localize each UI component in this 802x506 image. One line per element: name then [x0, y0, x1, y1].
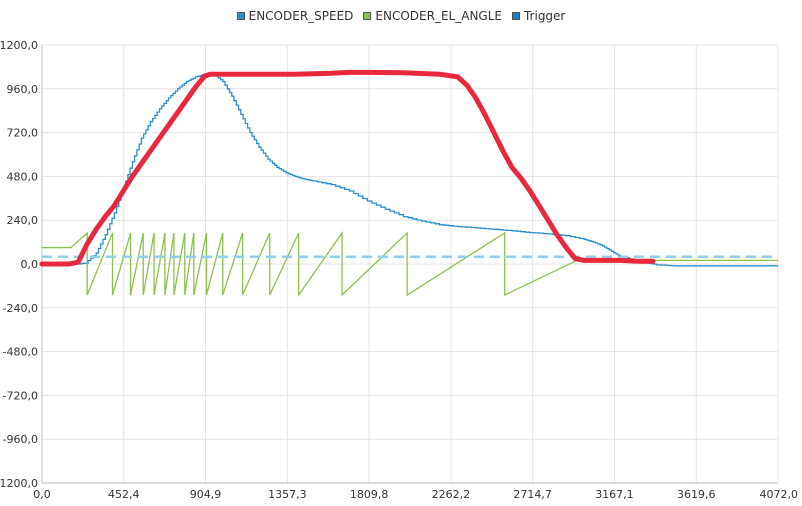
x-tick-label: 904,9	[190, 488, 222, 501]
red-annotation-stroke	[39, 69, 656, 267]
series-line-encoder-el-angle	[42, 230, 778, 298]
x-tick-label: 0,0	[33, 488, 51, 501]
grid	[41, 44, 779, 484]
legend-item[interactable]: ENCODER_EL_ANGLE	[363, 9, 502, 23]
x-tick-label: 4072,0	[760, 488, 799, 501]
legend-label: ENCODER_SPEED	[248, 9, 354, 23]
x-tick-label: 2714,7	[513, 488, 552, 501]
y-tick-label: 1200,0	[0, 39, 38, 52]
y-tick-label: 480,0	[7, 170, 39, 183]
y-tick-label: 720,0	[7, 127, 39, 140]
x-tick-label: 1357,3	[268, 488, 307, 501]
x-tick-label: 452,4	[108, 488, 140, 501]
x-tick-label: 3619,6	[677, 488, 716, 501]
axes: 1200,0 960,0 720,0 480,0 240,0 0,0 -240,0 -480,…	[0, 39, 798, 501]
legend-item[interactable]: ENCODER_SPEED	[236, 9, 354, 23]
x-tick-label: 3167,1	[595, 488, 634, 501]
y-tick-label: 960,0	[7, 83, 39, 96]
legend-label: Trigger	[523, 9, 566, 23]
legend-swatch	[511, 12, 520, 20]
x-tick-label: 2262,2	[432, 488, 471, 501]
series-line-encoder-speed	[42, 73, 778, 267]
x-tick-label: 1809,8	[350, 488, 389, 501]
y-tick-label: -240,0	[3, 302, 38, 315]
annotations	[39, 69, 656, 267]
y-tick-label: -720,0	[3, 389, 38, 402]
legend-item[interactable]: Trigger	[511, 9, 566, 23]
y-tick-label: -1200,0	[0, 477, 38, 490]
legend-swatch	[236, 12, 245, 20]
y-tick-label: 240,0	[7, 214, 39, 227]
series	[42, 73, 778, 298]
legend-swatch	[363, 12, 372, 20]
legend-label: ENCODER_EL_ANGLE	[375, 9, 502, 23]
y-tick-label: -480,0	[3, 346, 38, 359]
chart-legend: ENCODER_SPEED ENCODER_EL_ANGLE Trigger	[0, 9, 802, 23]
y-tick-label: 0,0	[21, 258, 39, 271]
y-tick-label: -960,0	[3, 433, 38, 446]
